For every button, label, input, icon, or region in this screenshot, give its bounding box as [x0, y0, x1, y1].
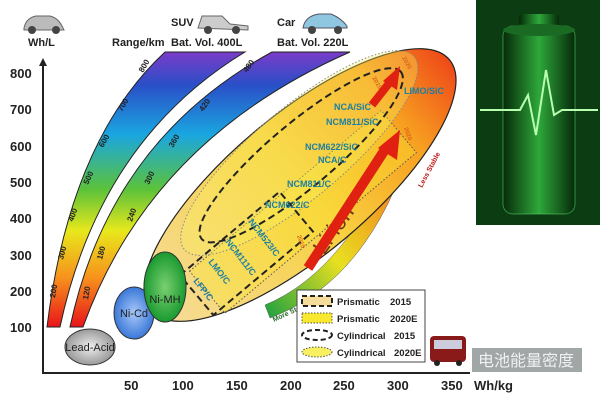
material-label: LIMO/SiC — [404, 86, 444, 96]
svg-text:Cylindrical: Cylindrical — [337, 331, 386, 342]
axis-arrow-icon — [39, 58, 47, 66]
y-axis-unit: Wh/L — [28, 37, 55, 49]
material-label: NCA/SiC — [334, 102, 372, 112]
svg-text:300: 300 — [56, 245, 68, 261]
year-label: 2020 — [402, 127, 412, 142]
suv-volume: Bat. Vol. 400L — [171, 37, 243, 49]
svg-text:2020E: 2020E — [394, 348, 421, 359]
y-tick: 700 — [10, 102, 32, 117]
material-label: NCA/C — [318, 155, 347, 165]
svg-text:180: 180 — [95, 245, 107, 261]
svg-text:Prismatic: Prismatic — [337, 314, 380, 325]
svg-text:2015: 2015 — [394, 331, 416, 342]
car-range-band — [69, 51, 351, 328]
suv-icon — [197, 15, 249, 34]
svg-text:Ni-MH: Ni-MH — [149, 294, 180, 306]
watermark-text: 电池能量密度 — [478, 351, 574, 370]
x-axis: 50 100 150 200 250 300 350 Wh/kg — [42, 372, 513, 393]
cylindrical-2015-outline — [198, 67, 404, 244]
y-tick: 400 — [10, 211, 32, 226]
y-tick: 200 — [10, 284, 32, 299]
y-tick: 800 — [10, 66, 32, 81]
watermark-background — [472, 348, 582, 372]
suv-range-band — [46, 51, 247, 328]
y-tick: 100 — [10, 320, 32, 335]
svg-text:Cylindrical: Cylindrical — [337, 348, 386, 359]
svg-text:2015: 2015 — [390, 297, 412, 308]
svg-text:2020E: 2020E — [390, 314, 417, 325]
y-tick: 300 — [10, 248, 32, 263]
svg-text:200: 200 — [48, 283, 59, 298]
y-tick: 600 — [10, 139, 32, 154]
x-tick: 350 — [441, 378, 463, 393]
x-tick: 150 — [226, 378, 248, 393]
material-label: NCM811/SiC — [326, 117, 379, 127]
x-tick: 50 — [124, 378, 138, 393]
material-label: NCM811/C — [287, 179, 332, 189]
svg-text:240: 240 — [125, 207, 138, 223]
battery-image — [476, 0, 600, 225]
year-label: 2015 — [295, 235, 305, 250]
bus-icon — [430, 336, 466, 366]
cylindrical-2020e-outline — [180, 50, 419, 256]
legend-swatch — [301, 295, 333, 307]
x-axis-unit: Wh/kg — [474, 378, 513, 393]
legend-swatch — [301, 312, 333, 324]
x-tick: 100 — [172, 378, 194, 393]
heartbeat-icon — [480, 69, 598, 136]
x-tick: 250 — [333, 378, 355, 393]
svg-text:Ni-Cd: Ni-Cd — [120, 308, 148, 320]
x-tick: 300 — [387, 378, 409, 393]
ni-mh-region: Ni-MH — [143, 251, 187, 323]
car-volume: Bat. Vol. 220L — [277, 37, 349, 49]
car-header: Car — [277, 17, 296, 29]
legend-swatch — [301, 346, 333, 358]
svg-text:Prismatic: Prismatic — [337, 297, 380, 308]
lead-acid-region: Lead-Acid — [64, 328, 116, 366]
legend: Prismatic 2015 Prismatic 2020E Cylindrical… — [296, 289, 426, 363]
x-tick: 200 — [280, 378, 302, 393]
li-ion-region — [143, 48, 457, 322]
range-header: Range/km — [112, 37, 165, 49]
legend-swatch — [301, 329, 333, 341]
material-label: NCM622/SiC — [305, 142, 359, 152]
progress-arrow-icon — [303, 66, 400, 271]
car-icon — [302, 13, 348, 34]
svg-text:120: 120 — [81, 285, 92, 300]
prismatic-2015-outline — [178, 190, 315, 317]
y-tick: 500 — [10, 175, 32, 190]
svg-text:Lead-Acid: Lead-Acid — [65, 342, 115, 354]
svg-text:400: 400 — [66, 207, 79, 223]
y-axis: Wh/L 800 700 600 500 400 300 200 100 — [10, 37, 55, 373]
material-label: NCM622/C — [265, 200, 310, 210]
suv-header: SUV — [171, 17, 194, 29]
ev-car-icon — [23, 15, 65, 34]
